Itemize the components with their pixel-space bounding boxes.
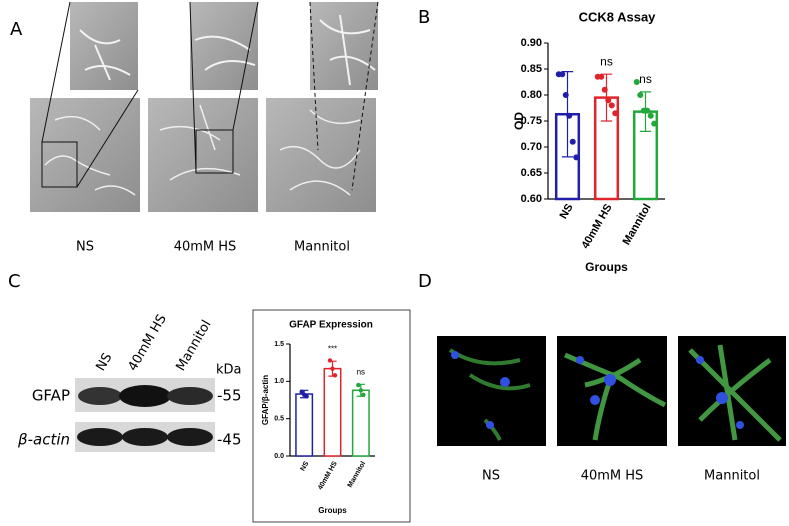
y-axis-label: GFAP/β-actin bbox=[261, 375, 270, 425]
data-point bbox=[566, 112, 573, 119]
micrograph-label: Mannitol bbox=[294, 240, 350, 255]
y-tick-label: 0.80 bbox=[521, 89, 542, 101]
data-point bbox=[633, 79, 640, 85]
data-point bbox=[327, 358, 333, 363]
bar bbox=[295, 393, 314, 457]
y-tick-label: 0.85 bbox=[521, 63, 542, 75]
panel-label: A bbox=[10, 19, 23, 40]
x-axis-label: Groups bbox=[318, 506, 347, 515]
protein-label: GFAP bbox=[32, 387, 70, 405]
fluorescence-mannitol bbox=[678, 336, 786, 446]
data-point bbox=[358, 388, 364, 393]
x-tick-label: 40mM HS bbox=[317, 460, 339, 491]
data-point bbox=[332, 373, 338, 378]
data-point bbox=[651, 120, 658, 127]
data-point bbox=[605, 97, 612, 104]
data-point bbox=[608, 102, 615, 109]
y-tick-label: 1.5 bbox=[274, 341, 284, 348]
y-tick-label: 0.60 bbox=[521, 193, 542, 205]
panel-label: C bbox=[8, 271, 21, 292]
unit-label: kDa bbox=[216, 363, 242, 378]
lane-label: NS bbox=[94, 351, 116, 374]
western-blot: NS 40mM HS Mannitol kDa GFAP -55 β-actin… bbox=[17, 312, 242, 452]
data-point bbox=[573, 154, 580, 161]
micrograph-label: 40mM HS bbox=[174, 240, 237, 255]
x-tick-label: NS bbox=[300, 460, 311, 472]
data-point bbox=[361, 392, 366, 397]
y-axis-label: OD bbox=[512, 112, 526, 130]
bar bbox=[323, 367, 342, 457]
annotation: *** bbox=[328, 344, 337, 353]
fluorescence-ns bbox=[437, 336, 546, 446]
y-tick-label: 0.75 bbox=[521, 115, 542, 127]
y-tick-label: 0.5 bbox=[274, 416, 284, 423]
data-point bbox=[356, 382, 361, 388]
lane-label: 40mM HS bbox=[126, 312, 170, 374]
marker-label: -45 bbox=[217, 431, 242, 449]
micrograph-ns bbox=[30, 1, 140, 212]
data-point bbox=[612, 110, 619, 117]
fluorescence-label: Mannitol bbox=[704, 469, 760, 484]
data-point bbox=[637, 92, 644, 98]
data-point bbox=[559, 71, 566, 78]
y-tick-label: 1.0 bbox=[274, 378, 284, 385]
data-point bbox=[644, 107, 651, 114]
y-tick-label: 0.70 bbox=[521, 141, 542, 153]
lane-label: Mannitol bbox=[174, 318, 215, 374]
data-point bbox=[601, 86, 608, 93]
data-point bbox=[598, 73, 605, 80]
chart-title: CCK8 Assay bbox=[579, 9, 657, 24]
x-tick-label: NS bbox=[558, 202, 576, 221]
micrograph-label: NS bbox=[76, 240, 94, 255]
fluorescence-label: NS bbox=[482, 469, 500, 484]
fluorescence-hs bbox=[557, 336, 667, 446]
annotation: ns bbox=[600, 54, 613, 68]
y-tick-label: 0.90 bbox=[521, 37, 542, 49]
data-point bbox=[304, 394, 309, 399]
data-point bbox=[647, 112, 654, 119]
x-tick-label: Mannitol bbox=[347, 460, 367, 488]
micrograph-mannitol bbox=[266, 1, 379, 212]
x-axis-label: Groups bbox=[585, 260, 628, 274]
x-tick-label: Mannitol bbox=[621, 202, 654, 247]
bar bbox=[351, 389, 370, 457]
data-point bbox=[562, 92, 569, 98]
data-point bbox=[299, 389, 304, 394]
marker-label: -55 bbox=[217, 387, 242, 405]
chart-frame bbox=[252, 309, 411, 523]
micrograph-hs bbox=[148, 1, 259, 212]
y-tick-label: 0.65 bbox=[521, 167, 542, 179]
annotation: ns bbox=[357, 367, 365, 376]
chart-title: GFAP Expression bbox=[289, 320, 373, 331]
data-point bbox=[330, 366, 335, 371]
panel-label: B bbox=[418, 7, 430, 28]
data-point bbox=[569, 138, 576, 145]
panel-label: D bbox=[418, 271, 432, 292]
protein-label: β-actin bbox=[17, 431, 70, 449]
x-tick-label: 40mM HS bbox=[579, 202, 614, 251]
y-tick-label: 0.0 bbox=[274, 453, 284, 460]
annotation: ns bbox=[639, 72, 652, 86]
fluorescence-label: 40mM HS bbox=[581, 469, 644, 484]
